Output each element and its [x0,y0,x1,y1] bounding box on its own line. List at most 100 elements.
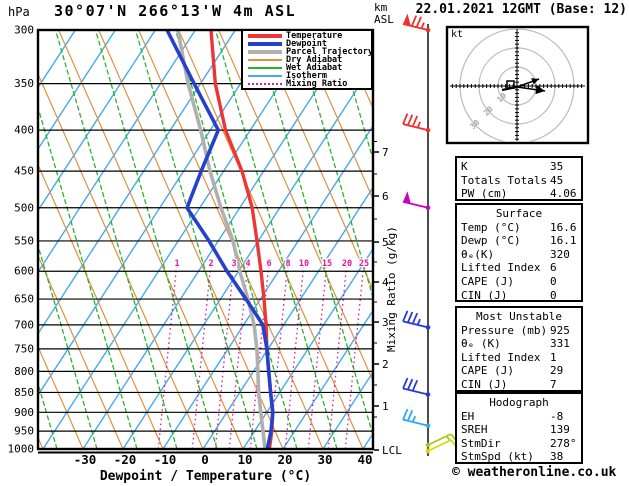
mixing-ratio-label: 6 [266,259,271,269]
wind-barb [402,377,431,397]
legend-item: Mixing Ratio [248,80,369,88]
stat-row: SREH 139 [457,423,581,437]
legend-item: Wet Adiabat [248,64,369,72]
stat-label: CIN (J) [461,377,508,391]
isotherms [38,30,373,449]
stat-label: StmSpd (kt) [461,450,534,464]
pressure-tick-label: 950 [14,425,34,438]
temp-tick-label: 40 [357,452,372,467]
legend-label: Dewpoint [286,39,327,49]
temp-tick-label: 30 [317,452,332,467]
legend-label: Dry Adiabat [286,55,343,65]
stat-row: Temp (°C) 16.6 [457,221,581,235]
wind-barb [402,13,431,33]
stat-label: CAPE (J) [461,364,514,378]
lcl-label: LCL [382,444,402,457]
legend-label: Parcel Trajectory [286,47,373,57]
stat-value: 6 [550,261,557,275]
temp-tick-label: -20 [114,452,137,467]
legend-item: Dewpoint [248,40,369,48]
stat-row: CIN (J) 0 [457,289,581,303]
stat-row: K 35 [457,160,581,174]
pressure-gridlines [38,29,373,450]
km-tick-label: 7 [382,146,389,159]
stat-value: 320 [550,247,570,261]
pressure-tick-label: 850 [14,386,34,399]
temp-tick-label: 0 [201,452,209,467]
pressure-tick-label: 650 [14,293,34,306]
wind-barb [402,408,431,428]
stat-row: Totals Totals 45 [457,174,581,188]
legend: Temperature Dewpoint Parcel Trajectory Dry … [241,29,373,90]
legend-item: Parcel Trajectory [248,48,373,56]
mixing-ratio-label: 20 [342,259,352,269]
legend-item: Isotherm [248,72,369,80]
pressure-unit-label: hPa [8,5,30,19]
stat-row: Lifted Index 6 [457,261,581,275]
stat-label: Lifted Index [461,261,541,275]
temp-tick-label: 10 [237,452,252,467]
legend-item: Dry Adiabat [248,56,369,64]
stat-row: Pressure (mb) 925 [457,324,581,338]
legend-swatch [248,75,282,77]
stat-label: PW (cm) [461,187,508,201]
stat-value: 139 [550,423,570,437]
km-tick-label: 3 [382,316,389,329]
stat-value: 0 [550,274,557,288]
stat-row: θₑ(K) 320 [457,248,581,262]
stats-panel: K 35 Totals Totals 45 PW (cm) 4.06 [455,156,583,201]
mixing-ratio-label: 3 [231,259,236,269]
legend-label: Temperature [286,31,343,41]
stat-value: 925 [550,323,570,337]
pressure-tick-label: 450 [14,165,34,178]
stat-value: 45 [550,173,564,187]
x-axis-label: Dewpoint / Temperature (°C) [99,469,312,484]
stat-row: StmSpd (kt) 38 [457,450,581,464]
wind-barb [402,310,431,330]
pressure-tick-label: 400 [14,124,34,137]
temp-tick-label: -10 [154,452,177,467]
stat-value: -8 [550,409,564,423]
stat-row: StmDir 278° [457,437,581,451]
temperature-axis: -30 -20 -10 0 10 20 30 40 [74,452,373,467]
km-tick-label: 2 [382,358,389,371]
pressure-tick-label: 350 [14,77,34,90]
legend-swatch [248,59,282,61]
legend-swatch [248,42,282,46]
legend-label: Wet Adiabat [286,63,343,73]
legend-item: Temperature [248,32,369,40]
stat-value: 29 [550,364,564,378]
stat-value: 1 [550,350,557,364]
pressure-tick-label: 550 [14,234,34,247]
legend-swatch [248,34,282,38]
plot-frame [36,28,375,454]
stat-value: 38 [550,450,564,464]
wind-barb [402,113,431,133]
mixing-ratio-axis-label: Mixing Ratio (g/kg) [385,226,398,352]
stat-label: Temp (°C) [461,220,521,234]
stat-label: SREH [461,423,488,437]
mixing-ratio-label: 10 [299,259,309,269]
legend-swatch [248,67,282,69]
mixing-ratio-label: 8 [285,259,290,269]
stat-label: K [461,160,468,173]
pressure-tick-label: 700 [14,318,34,331]
mixing-ratio-label: 2 [208,259,213,269]
stat-label: EH [461,409,475,423]
km-tick-label: 6 [382,190,389,203]
legend-label: Mixing Ratio [286,79,348,89]
stat-row: θₑ (K) 331 [457,337,581,351]
mixing-ratio-label: 15 [322,259,332,269]
legend-swatch [248,83,282,85]
pressure-tick-label: 600 [14,265,34,278]
stat-label: CAPE (J) [461,274,514,288]
temperature-curve [209,30,275,449]
stat-value: 331 [550,337,570,351]
hodograph-unit-label: kt [451,29,464,40]
stat-label: Pressure (mb) [461,323,548,337]
stat-value: 16.1 [550,234,577,248]
stat-label: CIN (J) [461,288,508,302]
